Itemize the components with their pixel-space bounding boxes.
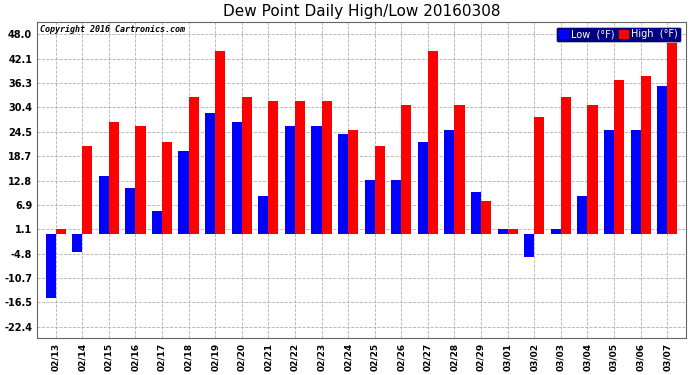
Bar	[604, 130, 614, 234]
Bar	[614, 80, 624, 234]
Bar	[295, 101, 305, 234]
Bar	[46, 234, 56, 298]
Bar	[215, 51, 226, 234]
Bar	[311, 126, 322, 234]
Text: Copyright 2016 Cartronics.com: Copyright 2016 Cartronics.com	[40, 25, 186, 34]
Legend: Low  (°F), High  (°F): Low (°F), High (°F)	[555, 27, 681, 42]
Bar	[455, 105, 464, 234]
Bar	[99, 176, 109, 234]
Bar	[667, 34, 678, 234]
Bar	[391, 180, 402, 234]
Bar	[551, 229, 561, 234]
Bar	[418, 142, 428, 234]
Bar	[375, 147, 385, 234]
Bar	[631, 130, 640, 234]
Bar	[534, 117, 544, 234]
Bar	[428, 51, 438, 234]
Bar	[322, 101, 332, 234]
Bar	[72, 234, 82, 252]
Bar	[524, 234, 534, 256]
Bar	[56, 229, 66, 234]
Bar	[179, 151, 188, 234]
Bar	[578, 196, 587, 234]
Bar	[402, 105, 411, 234]
Bar	[640, 76, 651, 234]
Bar	[364, 180, 375, 234]
Bar	[82, 147, 92, 234]
Bar	[232, 122, 241, 234]
Bar	[285, 126, 295, 234]
Bar	[444, 130, 455, 234]
Bar	[109, 122, 119, 234]
Title: Dew Point Daily High/Low 20160308: Dew Point Daily High/Low 20160308	[223, 4, 500, 19]
Bar	[162, 142, 172, 234]
Bar	[657, 86, 667, 234]
Bar	[587, 105, 598, 234]
Bar	[471, 192, 481, 234]
Bar	[348, 130, 358, 234]
Bar	[126, 188, 135, 234]
Bar	[497, 229, 508, 234]
Bar	[241, 97, 252, 234]
Bar	[258, 196, 268, 234]
Bar	[481, 201, 491, 234]
Bar	[268, 101, 279, 234]
Bar	[205, 113, 215, 234]
Bar	[338, 134, 348, 234]
Bar	[152, 211, 162, 234]
Bar	[561, 97, 571, 234]
Bar	[508, 229, 518, 234]
Bar	[135, 126, 146, 234]
Bar	[188, 97, 199, 234]
